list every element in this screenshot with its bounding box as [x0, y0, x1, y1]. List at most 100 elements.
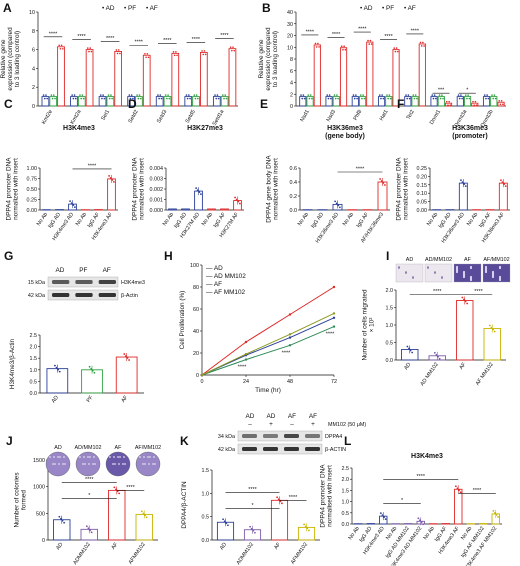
image-label: AD/MM102	[425, 257, 452, 263]
data-point	[166, 97, 168, 100]
cell-dot	[498, 278, 502, 282]
y-axis-label: to 3 loading control)	[14, 31, 21, 87]
data-point	[58, 44, 61, 47]
y-tick-label: 0.0	[342, 522, 350, 528]
data-point	[42, 94, 45, 96]
data-point	[69, 200, 71, 203]
category-label: AF	[273, 541, 282, 551]
data-point	[458, 489, 460, 492]
data-point	[113, 486, 116, 489]
blot-treatment-label: MM102 (50 μM)	[328, 422, 366, 428]
data-point	[186, 97, 189, 100]
y-tick-label: 0.003	[150, 177, 164, 183]
panel-letter: E	[260, 97, 268, 111]
y-tick-label: 1.5	[386, 306, 394, 312]
category-label: ADMM102	[72, 542, 92, 566]
series-point	[200, 373, 204, 377]
colony-dot	[117, 456, 119, 458]
y-tick-label: 0.20	[417, 174, 428, 180]
y-axis-label: DPPA4 promoter DNA	[6, 157, 13, 221]
migration-image	[424, 263, 453, 283]
data-point	[197, 97, 199, 100]
data-point	[447, 104, 449, 106]
category-label: AD MM102	[420, 362, 440, 388]
data-point	[201, 50, 203, 52]
y-axis-label: Cell Proliferation (%)	[179, 291, 186, 350]
data-point	[420, 521, 423, 524]
data-point	[89, 529, 91, 532]
data-point	[307, 94, 310, 96]
data-point	[111, 97, 113, 100]
data-point	[412, 94, 415, 96]
y-axis-label: H3K4me3/β-Actin	[9, 338, 16, 389]
blot-band	[284, 434, 299, 438]
data-point	[463, 183, 466, 186]
bar-AD	[127, 96, 135, 107]
data-point	[492, 328, 494, 331]
category-label: AD	[55, 542, 64, 552]
data-point	[381, 94, 383, 96]
data-point	[237, 200, 240, 203]
bar-AD	[404, 96, 412, 107]
y-tick-label: 0.6	[290, 166, 298, 172]
data-point	[503, 183, 506, 186]
data-point	[116, 490, 119, 493]
data-point	[54, 97, 56, 100]
bar-AF	[339, 47, 348, 107]
data-point	[188, 94, 190, 96]
sig-label: ****	[433, 289, 442, 295]
data-point	[128, 94, 131, 96]
category-label: AD	[403, 362, 412, 372]
y-tick-label: 4	[290, 81, 293, 87]
cell-dot	[398, 267, 400, 269]
data-point	[173, 54, 176, 57]
category-label: Nsd1	[299, 109, 310, 123]
data-point	[79, 94, 81, 96]
bar-PF	[220, 96, 229, 107]
data-point	[217, 97, 220, 100]
legend-AD MM102: — AD MM102	[206, 273, 246, 280]
colony-dot	[142, 463, 144, 465]
blot-kda: 15 kDa	[28, 280, 45, 286]
image-strip: AD AD/MM102 AF AF/MM102	[395, 257, 511, 283]
data-point	[406, 345, 409, 348]
data-point	[380, 180, 383, 182]
colony-dot	[62, 463, 64, 465]
series-point	[332, 285, 336, 289]
sig-label: *	[401, 498, 404, 504]
y-tick-label: 2	[32, 85, 35, 91]
data-point	[498, 99, 501, 102]
data-point	[499, 103, 502, 106]
data-point	[383, 516, 385, 519]
bar-PF	[437, 96, 445, 107]
data-point	[340, 45, 343, 48]
y-tick-label: 1.0	[342, 500, 350, 506]
sig-label: ****	[49, 31, 58, 37]
bar	[456, 300, 474, 361]
blot-kda: 34 kDa	[218, 434, 235, 440]
data-point	[200, 193, 202, 196]
data-point	[458, 97, 461, 100]
data-point	[408, 97, 411, 100]
data-point	[129, 97, 132, 100]
data-point	[309, 94, 312, 96]
bar	[207, 208, 216, 211]
bar-AD	[430, 96, 438, 107]
y-tick-label: 10	[29, 10, 35, 16]
y-axis-label: Number of colonies	[14, 472, 21, 527]
legend-AD: — AD	[206, 265, 223, 272]
panel-letter: F	[397, 97, 404, 111]
series-point	[244, 340, 248, 344]
colony-dot	[153, 456, 155, 458]
data-point	[491, 94, 493, 96]
blot-band-name: β-Actin	[121, 293, 138, 299]
data-point	[308, 529, 310, 532]
data-point	[111, 179, 114, 181]
y-tick-label: 0.5	[30, 379, 38, 385]
y-tick-label: 0.001	[150, 198, 164, 204]
data-point	[158, 97, 160, 100]
data-point	[91, 369, 94, 372]
bar-AF	[392, 49, 400, 107]
data-point	[72, 204, 75, 207]
blot-band	[305, 434, 320, 438]
